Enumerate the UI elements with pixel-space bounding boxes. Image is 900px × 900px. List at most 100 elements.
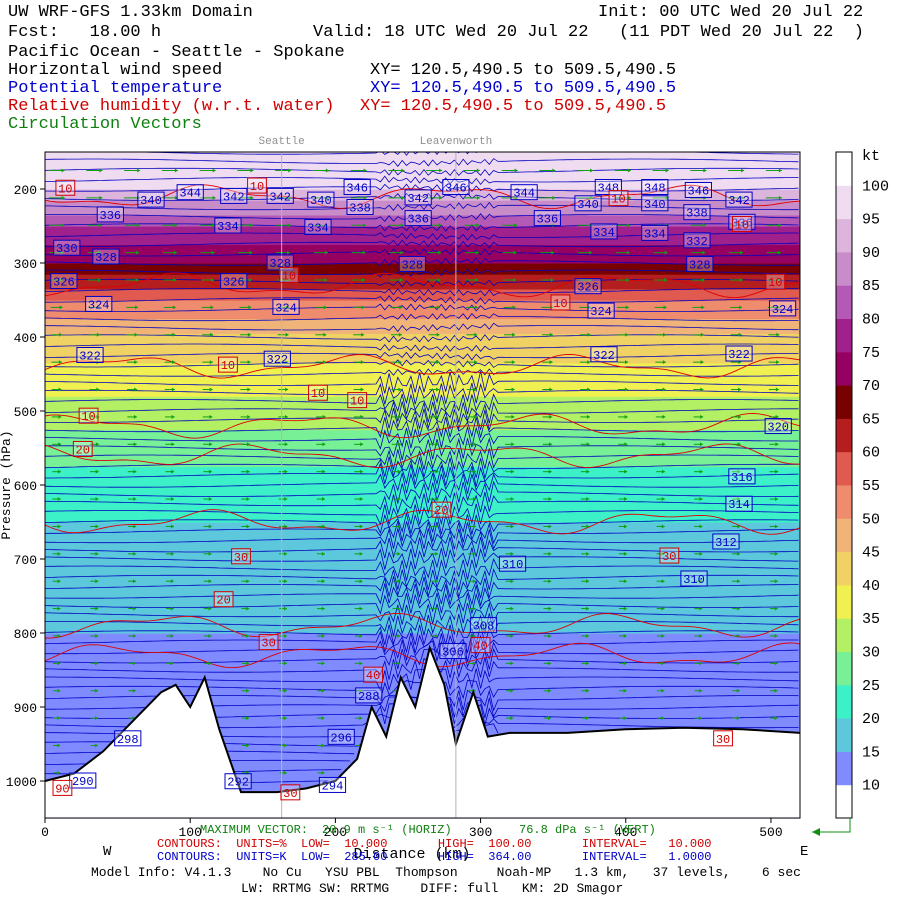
vector-head — [774, 688, 778, 693]
theta-label-box — [728, 213, 756, 230]
vector-head — [552, 195, 556, 200]
theta-label: 338 — [683, 204, 711, 221]
theta-label-box — [725, 345, 753, 362]
vector-head — [361, 332, 365, 337]
vector-head — [438, 223, 442, 228]
vector-head — [283, 661, 287, 666]
theta-label-text: 328 — [95, 251, 117, 265]
vector-head — [435, 469, 439, 474]
theta-label-box — [684, 181, 712, 198]
vector-head — [57, 743, 61, 748]
rh-label-text: 10 — [768, 276, 782, 290]
vector-head — [61, 168, 65, 173]
colorbar-swatch — [836, 451, 852, 486]
vector-head — [284, 606, 288, 611]
vector-head — [324, 250, 328, 255]
theta-label-text: 292 — [227, 776, 249, 790]
theta-label-text: 324 — [88, 298, 110, 312]
vector-head — [438, 250, 442, 255]
theta-label: 324 — [587, 302, 615, 319]
colorbar-label: 95 — [862, 212, 880, 229]
theta-label-box — [469, 617, 498, 634]
rh-label-box — [280, 784, 301, 801]
theta-label-text: 342 — [223, 190, 245, 204]
field-theta-label: Potential temperature — [8, 79, 223, 98]
vector-head — [510, 633, 514, 638]
theta-label: 342 — [220, 187, 248, 204]
vector-head — [360, 360, 364, 365]
rh-label-box — [308, 384, 328, 401]
vector-head — [623, 524, 627, 529]
vector-head — [699, 579, 703, 584]
vector-head — [435, 606, 439, 611]
vector-head — [172, 305, 176, 310]
wind-band — [45, 377, 800, 382]
theta-label-text: 346 — [445, 182, 467, 196]
wind-band — [45, 566, 800, 571]
wind-band — [45, 559, 800, 564]
wind-band — [45, 322, 800, 327]
vector-head — [209, 360, 213, 365]
vector-head — [208, 469, 212, 474]
vector-head — [510, 579, 514, 584]
circulation-vectors — [48, 168, 782, 775]
theta-label-text: 334 — [593, 226, 615, 240]
wind-band — [45, 292, 800, 297]
vector-head — [95, 469, 99, 474]
theta-contour — [45, 167, 799, 177]
theta-contour — [45, 668, 799, 692]
colorbar-label: 45 — [862, 545, 880, 562]
vector-head — [287, 250, 291, 255]
rh-label-text: 20 — [76, 443, 90, 457]
wind-band — [45, 422, 800, 427]
theta-label-text: 340 — [310, 194, 332, 208]
vector-head — [99, 168, 103, 173]
theta-label: 290 — [69, 772, 97, 789]
theta-label-box — [641, 179, 669, 196]
theta-label: 324 — [272, 298, 300, 315]
wind-band — [45, 629, 800, 634]
vector-head — [325, 195, 329, 200]
vector-head — [321, 770, 325, 775]
vector-head — [57, 497, 61, 502]
vector-head — [246, 524, 250, 529]
vector-head — [172, 332, 176, 337]
rh-label-box — [431, 501, 452, 518]
terrain-line — [44, 644, 801, 794]
rh-label-box — [52, 779, 73, 796]
x-tick-label: 300 — [469, 825, 492, 840]
theta-label-box — [764, 418, 792, 435]
vector-head — [135, 278, 139, 283]
vector-head — [549, 387, 553, 392]
wind-band — [45, 240, 800, 246]
rh-label-text: 40 — [473, 640, 487, 654]
potential-temperature-contours — [45, 152, 799, 784]
theta-label-text: 322 — [79, 350, 101, 364]
theta-contour — [45, 232, 799, 241]
vector-head — [775, 387, 779, 392]
theta-label: 346 — [442, 179, 470, 196]
wind-band — [45, 448, 800, 453]
theta-label: 296 — [327, 728, 355, 745]
vector-head — [398, 360, 402, 365]
vector-head — [321, 661, 325, 666]
vector-head — [208, 606, 212, 611]
theta-label-box — [318, 776, 347, 793]
vector-head — [99, 195, 103, 200]
rh-label-text: 10 — [221, 359, 235, 373]
theta-label: 324 — [85, 295, 113, 312]
vector-head — [174, 195, 178, 200]
vector-head — [133, 469, 137, 474]
theta-label: 336 — [728, 213, 756, 230]
vector-head — [586, 497, 590, 502]
vector-head — [283, 688, 287, 693]
wind-band — [45, 407, 800, 412]
wind-band — [45, 181, 800, 186]
theta-label-text: 290 — [72, 775, 94, 789]
vector-head — [510, 661, 514, 666]
rh-labels: 10 10 10 10 10 10 10 10 10 10 10 20 20 30 20 30 30 40 40 90… — [52, 177, 786, 801]
theta-contour — [45, 640, 799, 662]
field-wind-label: Horizontal wind speed — [8, 61, 223, 80]
vector-head — [57, 661, 61, 666]
vector-head — [397, 661, 401, 666]
